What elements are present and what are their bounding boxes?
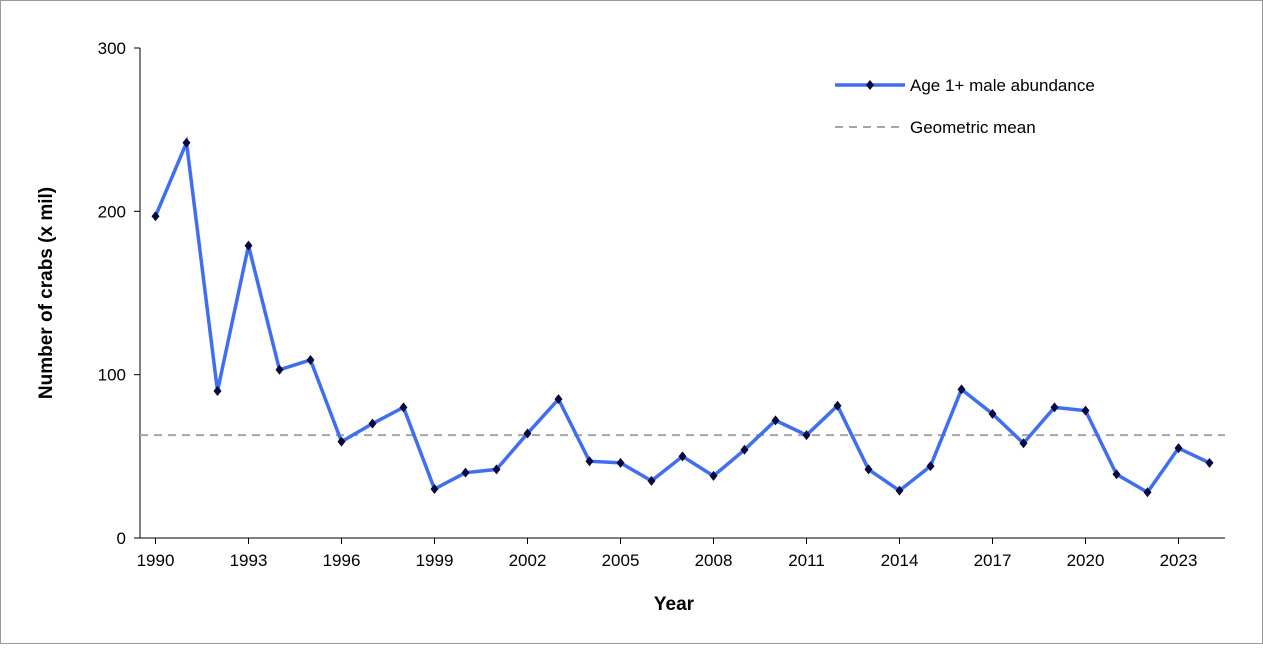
y-tick-label: 0 xyxy=(117,529,126,548)
data-point xyxy=(1081,405,1090,416)
x-tick-label: 1999 xyxy=(416,551,454,570)
data-point xyxy=(1174,443,1183,454)
x-tick-label: 2014 xyxy=(881,551,919,570)
data-point xyxy=(585,456,594,467)
data-point xyxy=(151,211,160,222)
data-point xyxy=(988,408,997,419)
data-point xyxy=(926,461,935,472)
data-point xyxy=(492,464,501,475)
x-tick-label: 1993 xyxy=(230,551,268,570)
data-point xyxy=(554,394,563,405)
y-tick-label: 100 xyxy=(98,366,126,385)
x-tick-label: 2011 xyxy=(788,551,825,570)
data-point xyxy=(1205,457,1214,468)
data-point xyxy=(461,467,470,478)
data-point xyxy=(213,386,222,396)
x-tick-label: 2008 xyxy=(695,551,733,570)
data-point xyxy=(1050,402,1059,413)
data-point xyxy=(275,364,284,375)
data-point xyxy=(709,470,718,481)
data-point xyxy=(399,402,408,413)
data-point xyxy=(368,418,377,429)
data-point xyxy=(1143,487,1152,498)
data-point xyxy=(616,457,625,468)
x-tick-label: 2005 xyxy=(602,551,640,570)
data-point xyxy=(306,354,315,365)
x-tick-label: 1996 xyxy=(323,551,361,570)
legend-label: Age 1+ male abundance xyxy=(910,76,1095,95)
data-point xyxy=(740,444,749,455)
data-point xyxy=(1019,438,1028,449)
data-point xyxy=(957,384,966,395)
data-point xyxy=(678,451,687,462)
x-axis-label: Year xyxy=(654,594,695,615)
data-point xyxy=(771,415,780,426)
data-point xyxy=(244,240,253,251)
data-point xyxy=(337,436,346,447)
y-tick-label: 200 xyxy=(98,202,126,221)
x-tick-label: 1990 xyxy=(137,551,175,570)
legend-label: Geometric mean xyxy=(910,118,1036,137)
data-point xyxy=(802,430,811,441)
data-point xyxy=(182,137,191,148)
data-point xyxy=(523,428,532,439)
legend-marker xyxy=(866,80,874,90)
data-point xyxy=(833,400,842,411)
x-tick-label: 2020 xyxy=(1067,551,1105,570)
data-point xyxy=(864,464,873,475)
x-tick-label: 2023 xyxy=(1160,551,1198,570)
data-point xyxy=(647,475,656,486)
data-point xyxy=(430,484,439,494)
y-tick-label: 300 xyxy=(98,39,126,58)
x-tick-label: 2017 xyxy=(974,551,1012,570)
x-tick-label: 2002 xyxy=(509,551,547,570)
data-point xyxy=(895,485,904,496)
data-point xyxy=(1112,469,1121,480)
y-axis-label: Number of crabs (x mil) xyxy=(36,187,57,399)
